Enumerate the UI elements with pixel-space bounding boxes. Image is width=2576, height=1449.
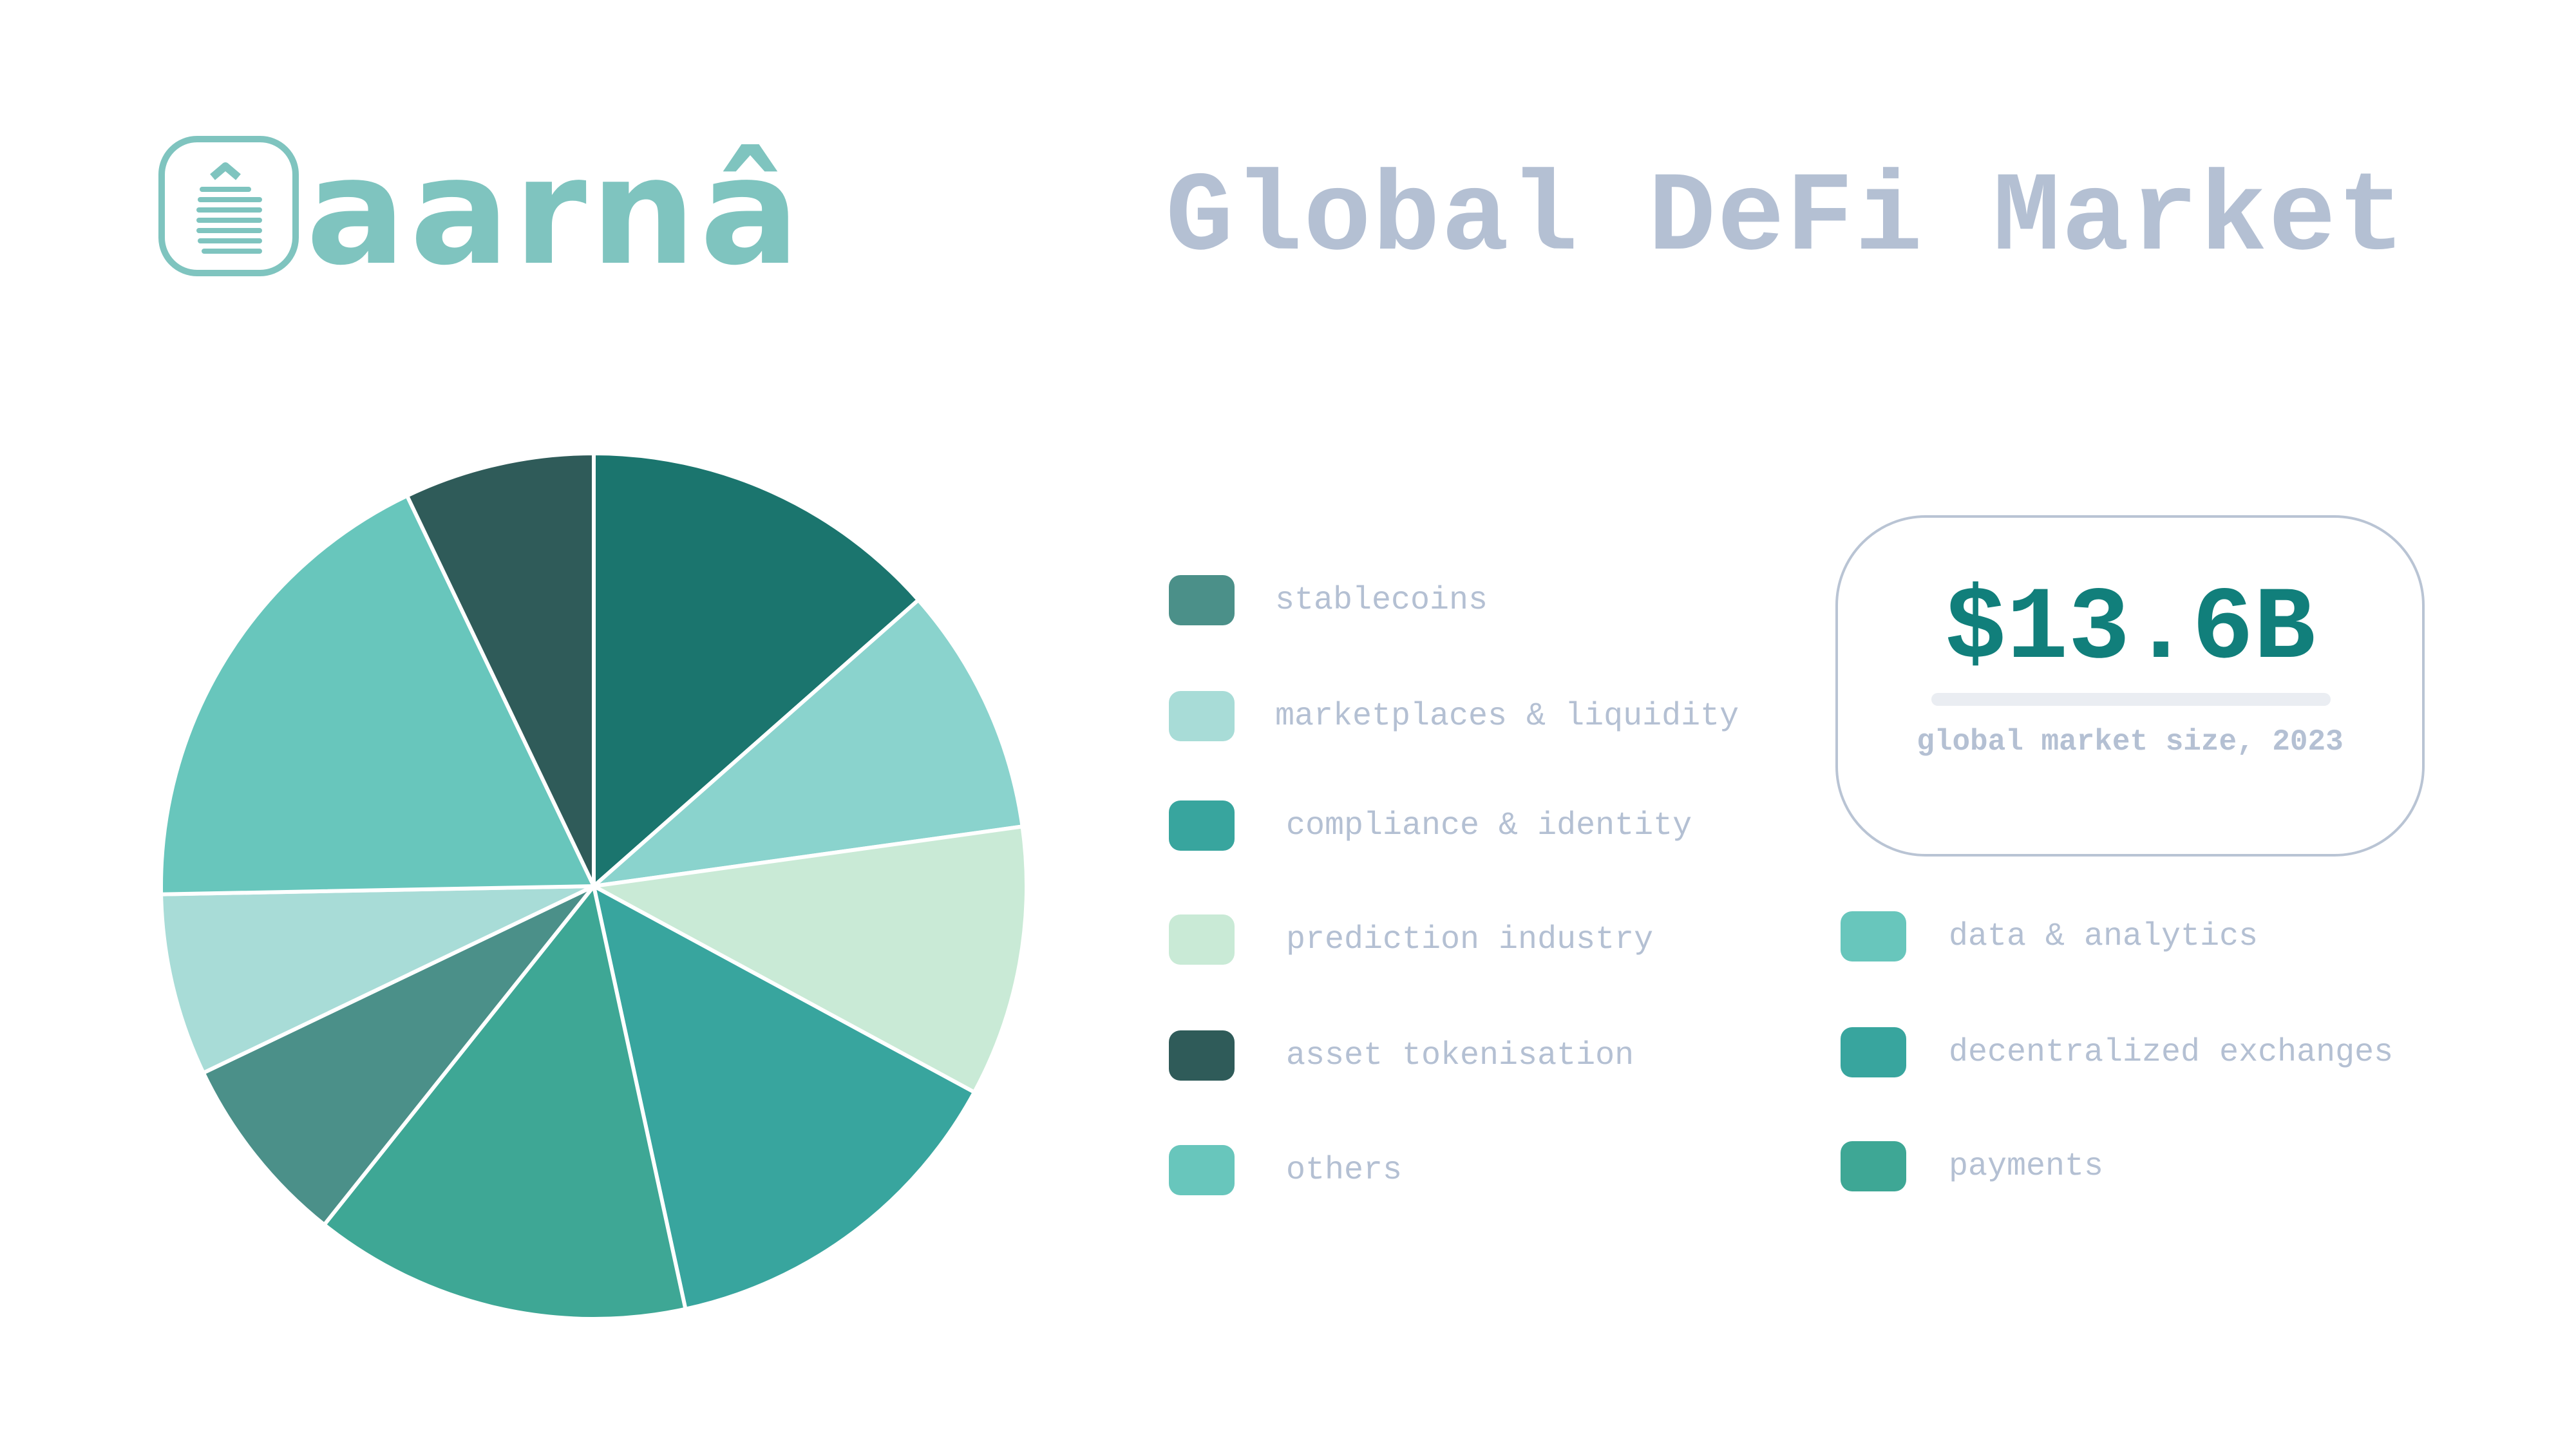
legend-swatch [1169,1030,1235,1081]
legend-label: compliance & identity [1286,808,1692,844]
legend-swatch [1169,914,1235,965]
legend-label: marketplaces & liquidity [1275,698,1739,735]
page-title: Global DeFi Market [1166,155,2407,283]
brand-logo: aarnâ [158,135,800,287]
legend-swatch [1841,1027,1906,1077]
pie-slice [592,598,1025,888]
legend-label: asset tokenisation [1286,1037,1634,1074]
logo-mark-icon [158,136,299,276]
legend-swatch [1169,1145,1235,1195]
pie-slice [592,884,976,1311]
market-size-value: $13.6B [1944,572,2316,688]
pie-slice [159,884,596,1075]
market-size-caption: global market size, 2023 [1917,725,2344,759]
legend-swatch [1841,1141,1906,1191]
market-size-card: $13.6B global market size, 2023 [1835,515,2425,857]
legend-label: others [1286,1152,1403,1189]
pie-chart [159,451,1028,1321]
pie-slice [159,493,596,896]
legend-label: decentralized exchanges [1949,1034,2394,1071]
stat-divider [1931,693,2331,706]
legend-label: data & analytics [1949,918,2259,955]
pie-slice [322,884,688,1321]
legend-swatch [1169,800,1235,851]
pie-slice [201,884,596,1227]
legend-swatch [1169,575,1235,625]
pie-slice [592,451,921,888]
legend-label: prediction industry [1286,922,1654,958]
legend-swatch [1841,911,1906,961]
legend-label: payments [1949,1148,2104,1185]
legend-swatch [1169,691,1235,741]
brand-name: aarnâ [306,126,804,298]
legend-label: stablecoins [1275,582,1488,619]
pie-slice [405,451,596,888]
pie-slice [592,824,1028,1095]
